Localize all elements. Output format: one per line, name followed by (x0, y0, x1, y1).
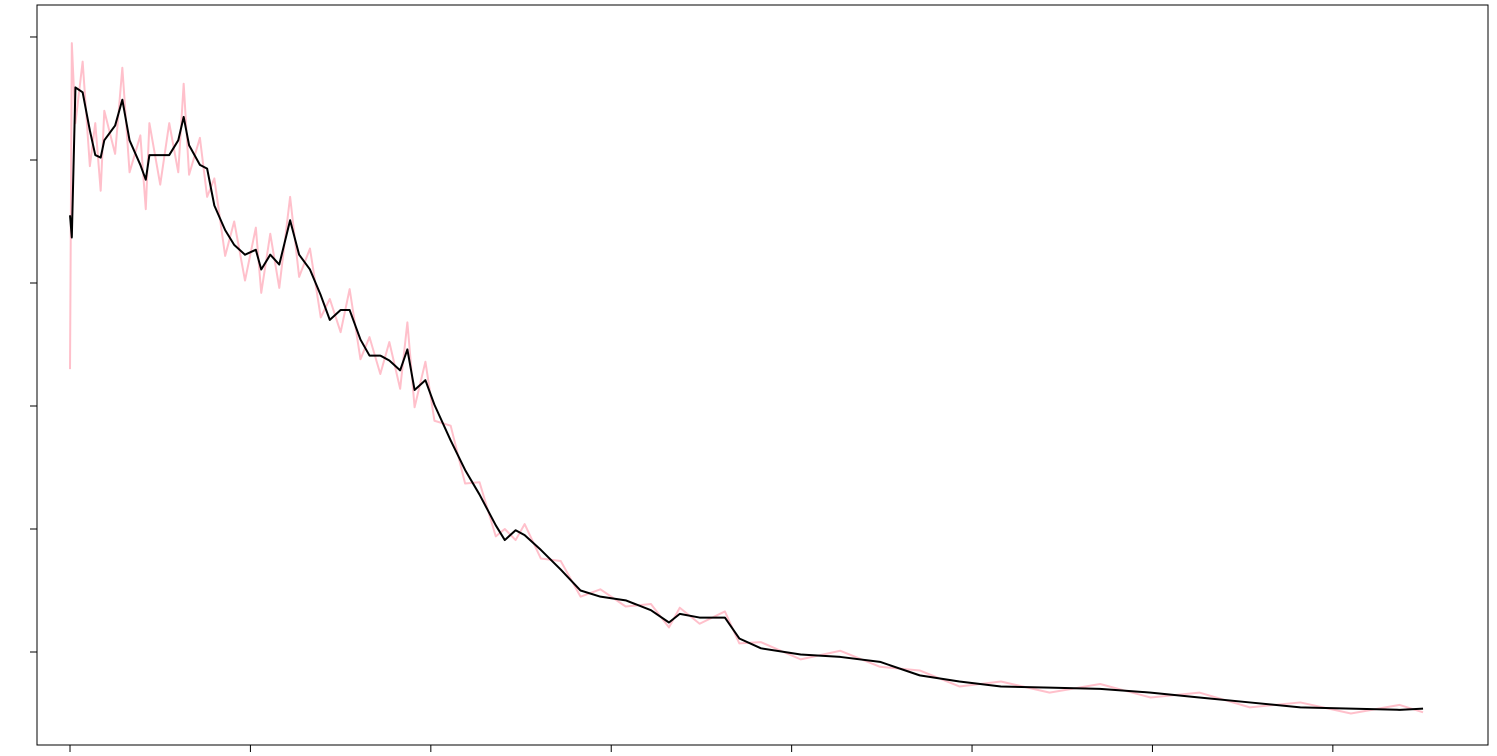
series-line (69, 86, 1424, 711)
plot-frame (36, 4, 1489, 746)
series-line (69, 42, 1424, 715)
